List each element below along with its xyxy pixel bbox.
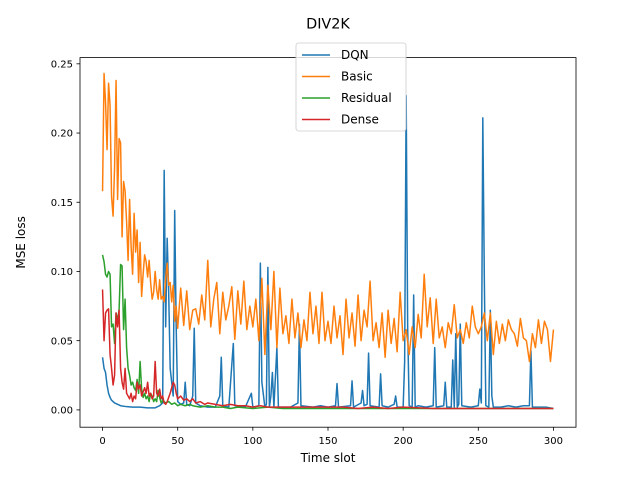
x-tick-label: 300 [544, 436, 563, 447]
y-tick-label: 0.05 [51, 336, 73, 347]
x-tick-label: 100 [243, 436, 262, 447]
legend-label-residual: Residual [341, 91, 392, 105]
y-tick-label: 0.25 [51, 59, 73, 70]
legend-box [295, 42, 407, 132]
x-axis: 0 50 100 150 200 250 300 [99, 427, 563, 447]
legend: DQN Basic Residual Dense [295, 42, 407, 132]
series-line-basic [101, 72, 555, 363]
y-tick-label: 0.00 [51, 405, 73, 416]
y-tick-label: 0.20 [51, 129, 73, 140]
x-tick-label: 0 [99, 436, 105, 447]
x-axis-label: Time slot [300, 451, 356, 465]
series-layer [101, 72, 555, 410]
legend-label-dqn: DQN [341, 48, 369, 62]
legend-label-dense: Dense [341, 113, 379, 127]
x-tick-label: 200 [394, 436, 413, 447]
y-tick-label: 0.15 [51, 198, 73, 209]
chart-title: DIV2K [306, 17, 350, 33]
y-tick-label: 0.10 [51, 267, 73, 278]
x-tick-label: 150 [318, 436, 337, 447]
x-tick-label: 50 [171, 436, 184, 447]
legend-label-basic: Basic [341, 70, 373, 84]
y-axis-label: MSE loss [14, 216, 28, 269]
series-line-dense [101, 289, 554, 410]
x-tick-label: 250 [469, 436, 488, 447]
series-line-residual [101, 254, 554, 410]
y-axis: 0.00 0.05 0.10 0.15 0.20 0.25 [51, 59, 80, 416]
